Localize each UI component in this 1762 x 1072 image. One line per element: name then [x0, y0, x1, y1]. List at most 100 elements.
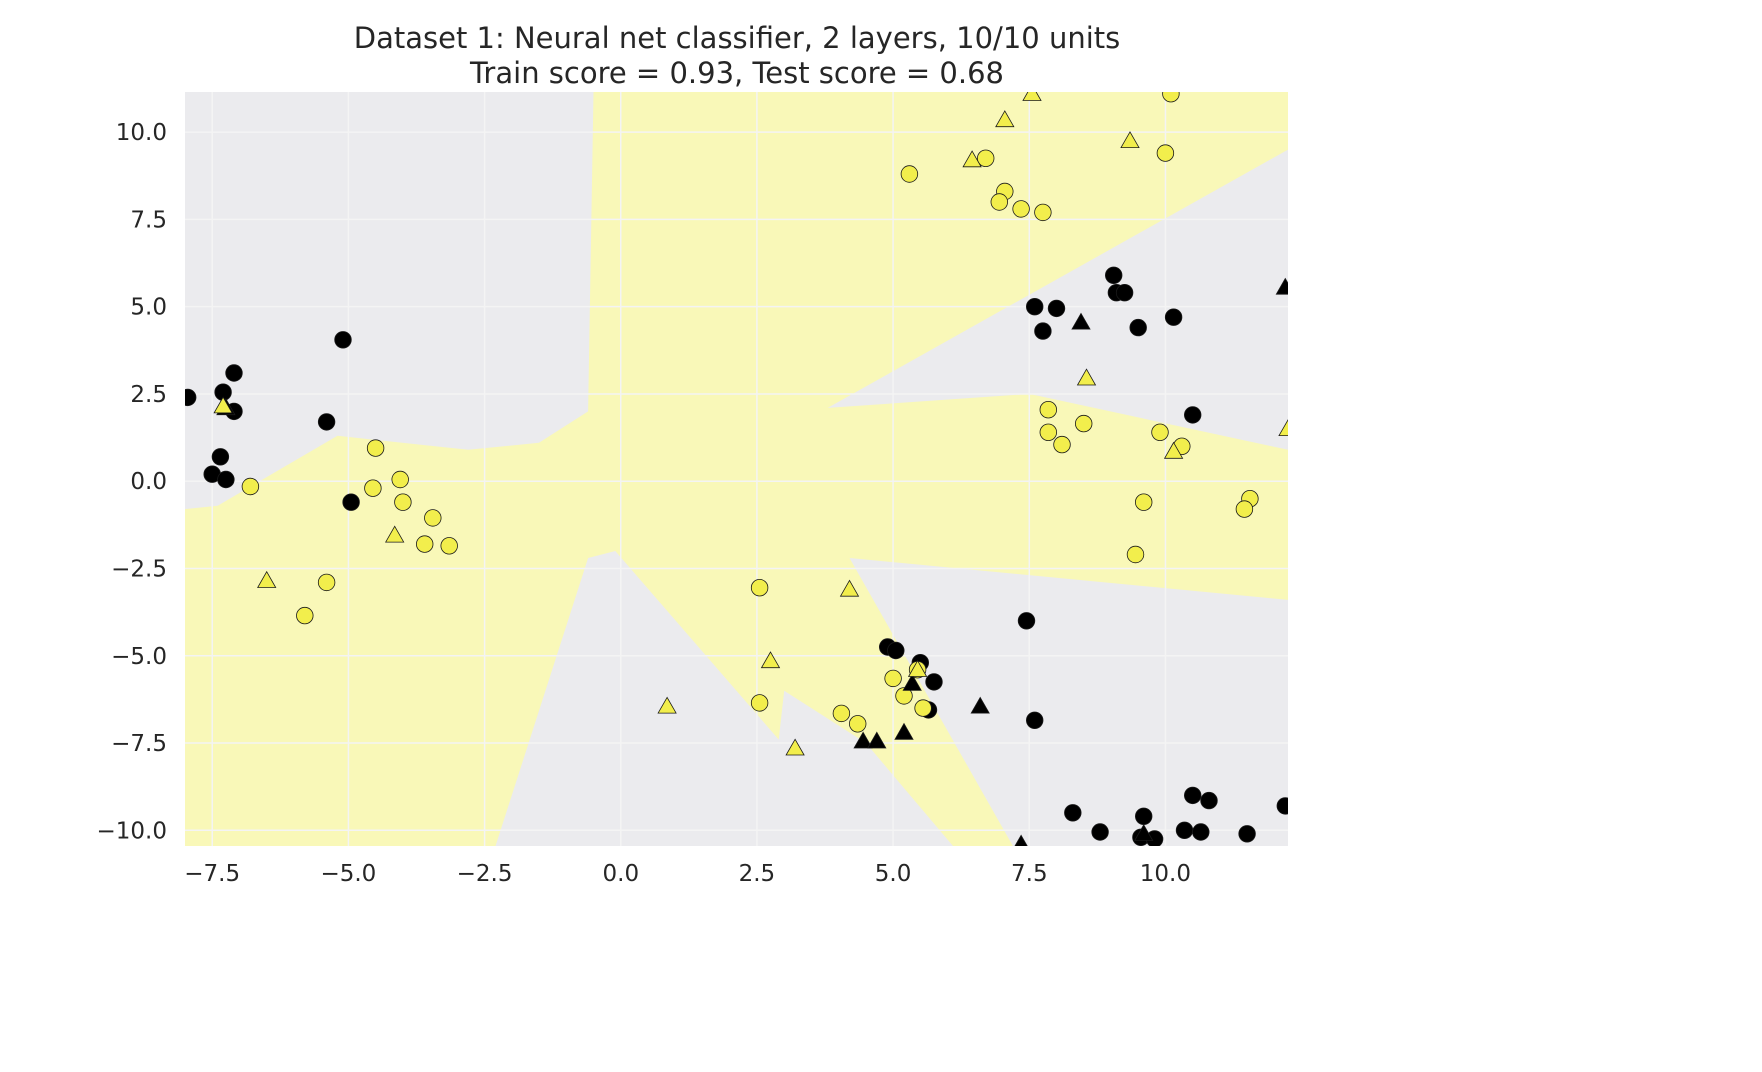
train-yellow-point-22	[1134, 493, 1153, 511]
train-black-point-2	[225, 364, 243, 382]
y-axis-ticks: 10.0 7.5 5.0 2.5 0.0 −2.5 −5.0 −7.5 −10.0	[97, 120, 167, 844]
train-black-point-11	[1047, 299, 1066, 318]
x-tick-label: 7.5	[1011, 861, 1048, 887]
y-tick-label: −10.0	[97, 818, 167, 844]
train-yellow-point-28	[750, 579, 769, 597]
train-yellow-point-31	[849, 715, 867, 733]
train-black-point-20	[1025, 711, 1044, 730]
decision-region-1	[239, 488, 605, 510]
test-yellow-point-8	[962, 150, 982, 168]
test-yellow-point-3	[657, 696, 677, 714]
x-axis-ticks: −7.5 −5.0 −2.5 0.0 2.5 5.0 7.5 10.0	[184, 861, 1191, 887]
train-yellow-point-15	[1034, 203, 1052, 222]
x-tick-label: 10.0	[1140, 861, 1191, 887]
train-yellow-point-33	[895, 687, 913, 705]
train-yellow-point-35	[914, 699, 932, 717]
test-black-point-3	[867, 731, 887, 749]
train-black-point-22	[887, 641, 905, 660]
y-tick-label: 10.0	[116, 120, 167, 146]
train-black-point-6	[217, 470, 235, 489]
train-black-point-7	[334, 331, 352, 349]
train-black-point-0	[185, 388, 197, 407]
test-yellow-point-5	[785, 738, 805, 756]
train-black-point-13	[1104, 266, 1123, 285]
test-black-point-7	[1014, 834, 1028, 846]
test-yellow-point-2	[385, 525, 405, 543]
train-yellow-point-23	[1126, 545, 1145, 564]
train-yellow-point-27	[1162, 92, 1180, 103]
chart-title: Dataset 1: Neural net classifier, 2 laye…	[354, 21, 1121, 55]
test-yellow-point-4	[760, 651, 781, 669]
chart-subtitle: Train score = 0.93, Test score = 0.68	[469, 56, 1004, 90]
train-black-point-17	[1164, 308, 1183, 326]
test-yellow-point-9	[995, 110, 1015, 128]
test-yellow-point-10	[1022, 92, 1042, 101]
test-yellow-point-6	[839, 579, 860, 597]
train-black-point-12	[1034, 322, 1052, 340]
x-tick-label: −2.5	[457, 861, 513, 887]
train-yellow-point-1	[366, 439, 385, 457]
decision-region-0	[185, 92, 1288, 846]
x-tick-label: 0.0	[603, 861, 640, 887]
train-black-point-9	[342, 493, 360, 511]
test-black-point-6	[1071, 312, 1091, 330]
train-yellow-point-29	[750, 694, 769, 712]
y-tick-label: −7.5	[111, 731, 167, 757]
decision-regions	[185, 92, 1288, 846]
train-black-point-31	[1175, 821, 1194, 840]
test-yellow-point-0	[213, 396, 233, 414]
y-tick-label: 0.0	[130, 469, 167, 495]
train-black-point-4	[211, 448, 230, 466]
train-black-point-24	[925, 673, 943, 691]
train-black-point-16	[1129, 318, 1147, 337]
train-yellow-point-11	[977, 149, 995, 168]
train-yellow-point-20	[1151, 423, 1169, 442]
data-points	[185, 92, 1288, 846]
test-yellow-point-11	[1120, 131, 1140, 149]
test-yellow-point-7	[907, 659, 928, 677]
train-yellow-point-7	[440, 537, 458, 555]
x-tick-label: 2.5	[739, 861, 776, 887]
test-black-point-8	[1134, 823, 1154, 841]
test-black-point-4	[894, 722, 914, 740]
test-yellow-point-1	[257, 570, 277, 588]
train-black-point-35	[1238, 825, 1256, 843]
train-black-point-26	[1064, 804, 1082, 822]
train-yellow-point-19	[1074, 414, 1093, 433]
train-yellow-point-32	[884, 669, 902, 688]
train-yellow-point-6	[416, 535, 434, 553]
train-yellow-point-26	[1156, 144, 1175, 162]
train-yellow-point-16	[1039, 401, 1058, 419]
train-black-point-32	[1192, 823, 1210, 841]
y-tick-label: 5.0	[130, 295, 167, 321]
test-yellow-point-13	[1163, 441, 1184, 459]
test-black-point-2	[853, 731, 873, 749]
train-yellow-point-25	[1235, 500, 1254, 518]
train-black-point-34	[1200, 791, 1218, 810]
train-black-point-8	[317, 413, 336, 431]
y-tick-label: 2.5	[130, 382, 167, 408]
test-black-point-5	[970, 696, 990, 714]
train-yellow-point-9	[296, 606, 314, 625]
train-black-point-28	[1134, 807, 1153, 826]
train-yellow-point-0	[241, 477, 260, 496]
x-tick-label: −7.5	[184, 861, 240, 887]
train-black-point-15	[1115, 284, 1134, 302]
x-tick-label: 5.0	[875, 861, 912, 887]
train-yellow-point-5	[424, 509, 442, 527]
y-tick-label: 7.5	[130, 207, 167, 233]
train-yellow-point-3	[391, 470, 409, 489]
train-yellow-point-4	[394, 493, 412, 511]
train-black-point-36	[1276, 797, 1288, 815]
y-tick-label: −5.0	[111, 644, 167, 670]
train-black-point-27	[1091, 823, 1109, 841]
train-yellow-point-10	[900, 165, 919, 183]
train-black-point-18	[1183, 406, 1202, 424]
train-yellow-point-14	[1012, 200, 1030, 218]
train-yellow-point-8	[317, 573, 336, 592]
train-yellow-point-30	[832, 704, 851, 723]
x-tick-label: −5.0	[320, 861, 376, 887]
train-yellow-point-18	[1053, 435, 1071, 454]
train-black-point-10	[1025, 298, 1044, 316]
